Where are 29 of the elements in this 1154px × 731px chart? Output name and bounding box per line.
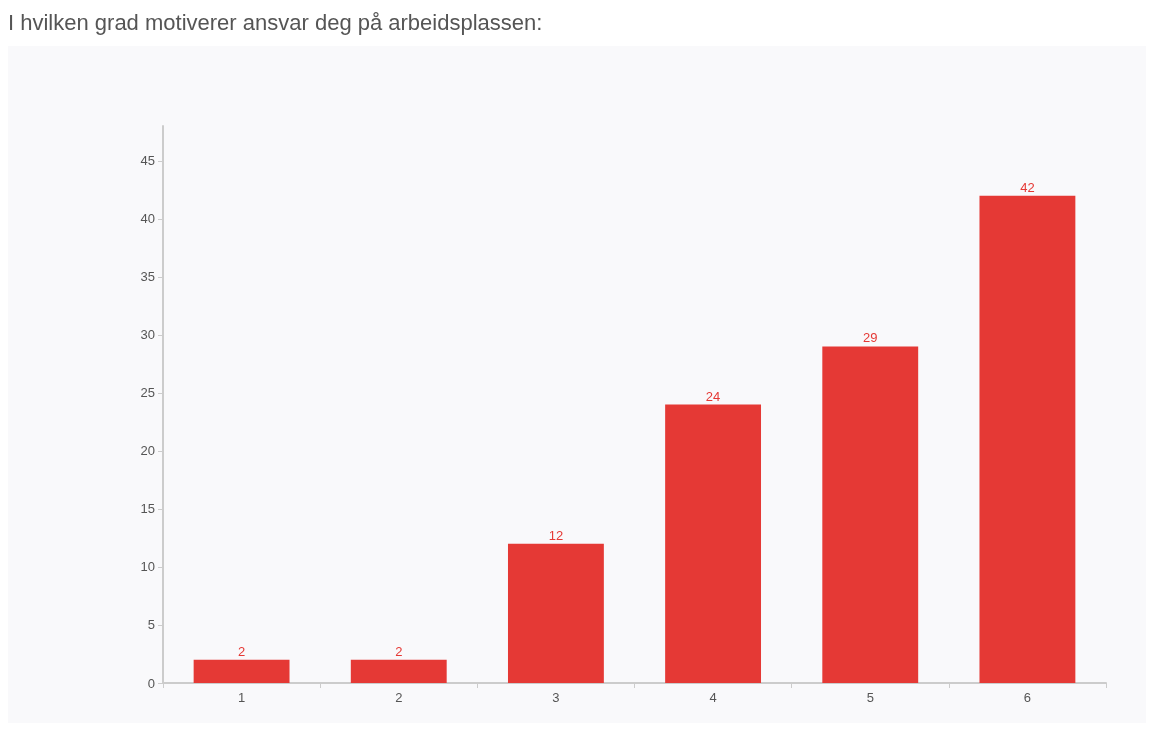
bar: [822, 346, 919, 683]
data-label: 2: [395, 643, 403, 659]
y-tick-label: 25: [140, 385, 155, 401]
data-label: 12: [548, 527, 564, 543]
y-tick-label: 15: [140, 501, 155, 517]
y-tick-label: 35: [140, 269, 155, 285]
x-tick-label: 6: [1023, 690, 1032, 705]
y-tick-label: 0: [147, 675, 155, 691]
y-tick-label: 20: [140, 443, 155, 459]
y-tick-label: 40: [140, 211, 155, 227]
y-tick-label: 30: [140, 327, 155, 343]
bar: [193, 659, 290, 683]
data-label: 29: [863, 330, 878, 346]
bar: [507, 543, 604, 683]
bar: [979, 195, 1076, 683]
x-tick-label: 1: [237, 690, 246, 705]
data-label: 2: [237, 643, 246, 659]
y-tick-label: 10: [140, 559, 155, 575]
x-tick-label: 2: [395, 690, 403, 705]
bar: [350, 659, 447, 683]
x-tick-label: 3: [552, 690, 560, 705]
bar: [665, 404, 762, 683]
x-tick-label: 4: [709, 690, 717, 705]
data-label: 24: [705, 388, 721, 404]
y-tick-label: 45: [140, 153, 155, 169]
x-tick-label: 5: [866, 690, 874, 705]
data-label: 42: [1020, 179, 1035, 195]
chart-title: I hvilken grad motiverer ansvar deg på arbeidsplassen:: [8, 9, 544, 37]
y-tick-label: 5: [147, 617, 155, 633]
